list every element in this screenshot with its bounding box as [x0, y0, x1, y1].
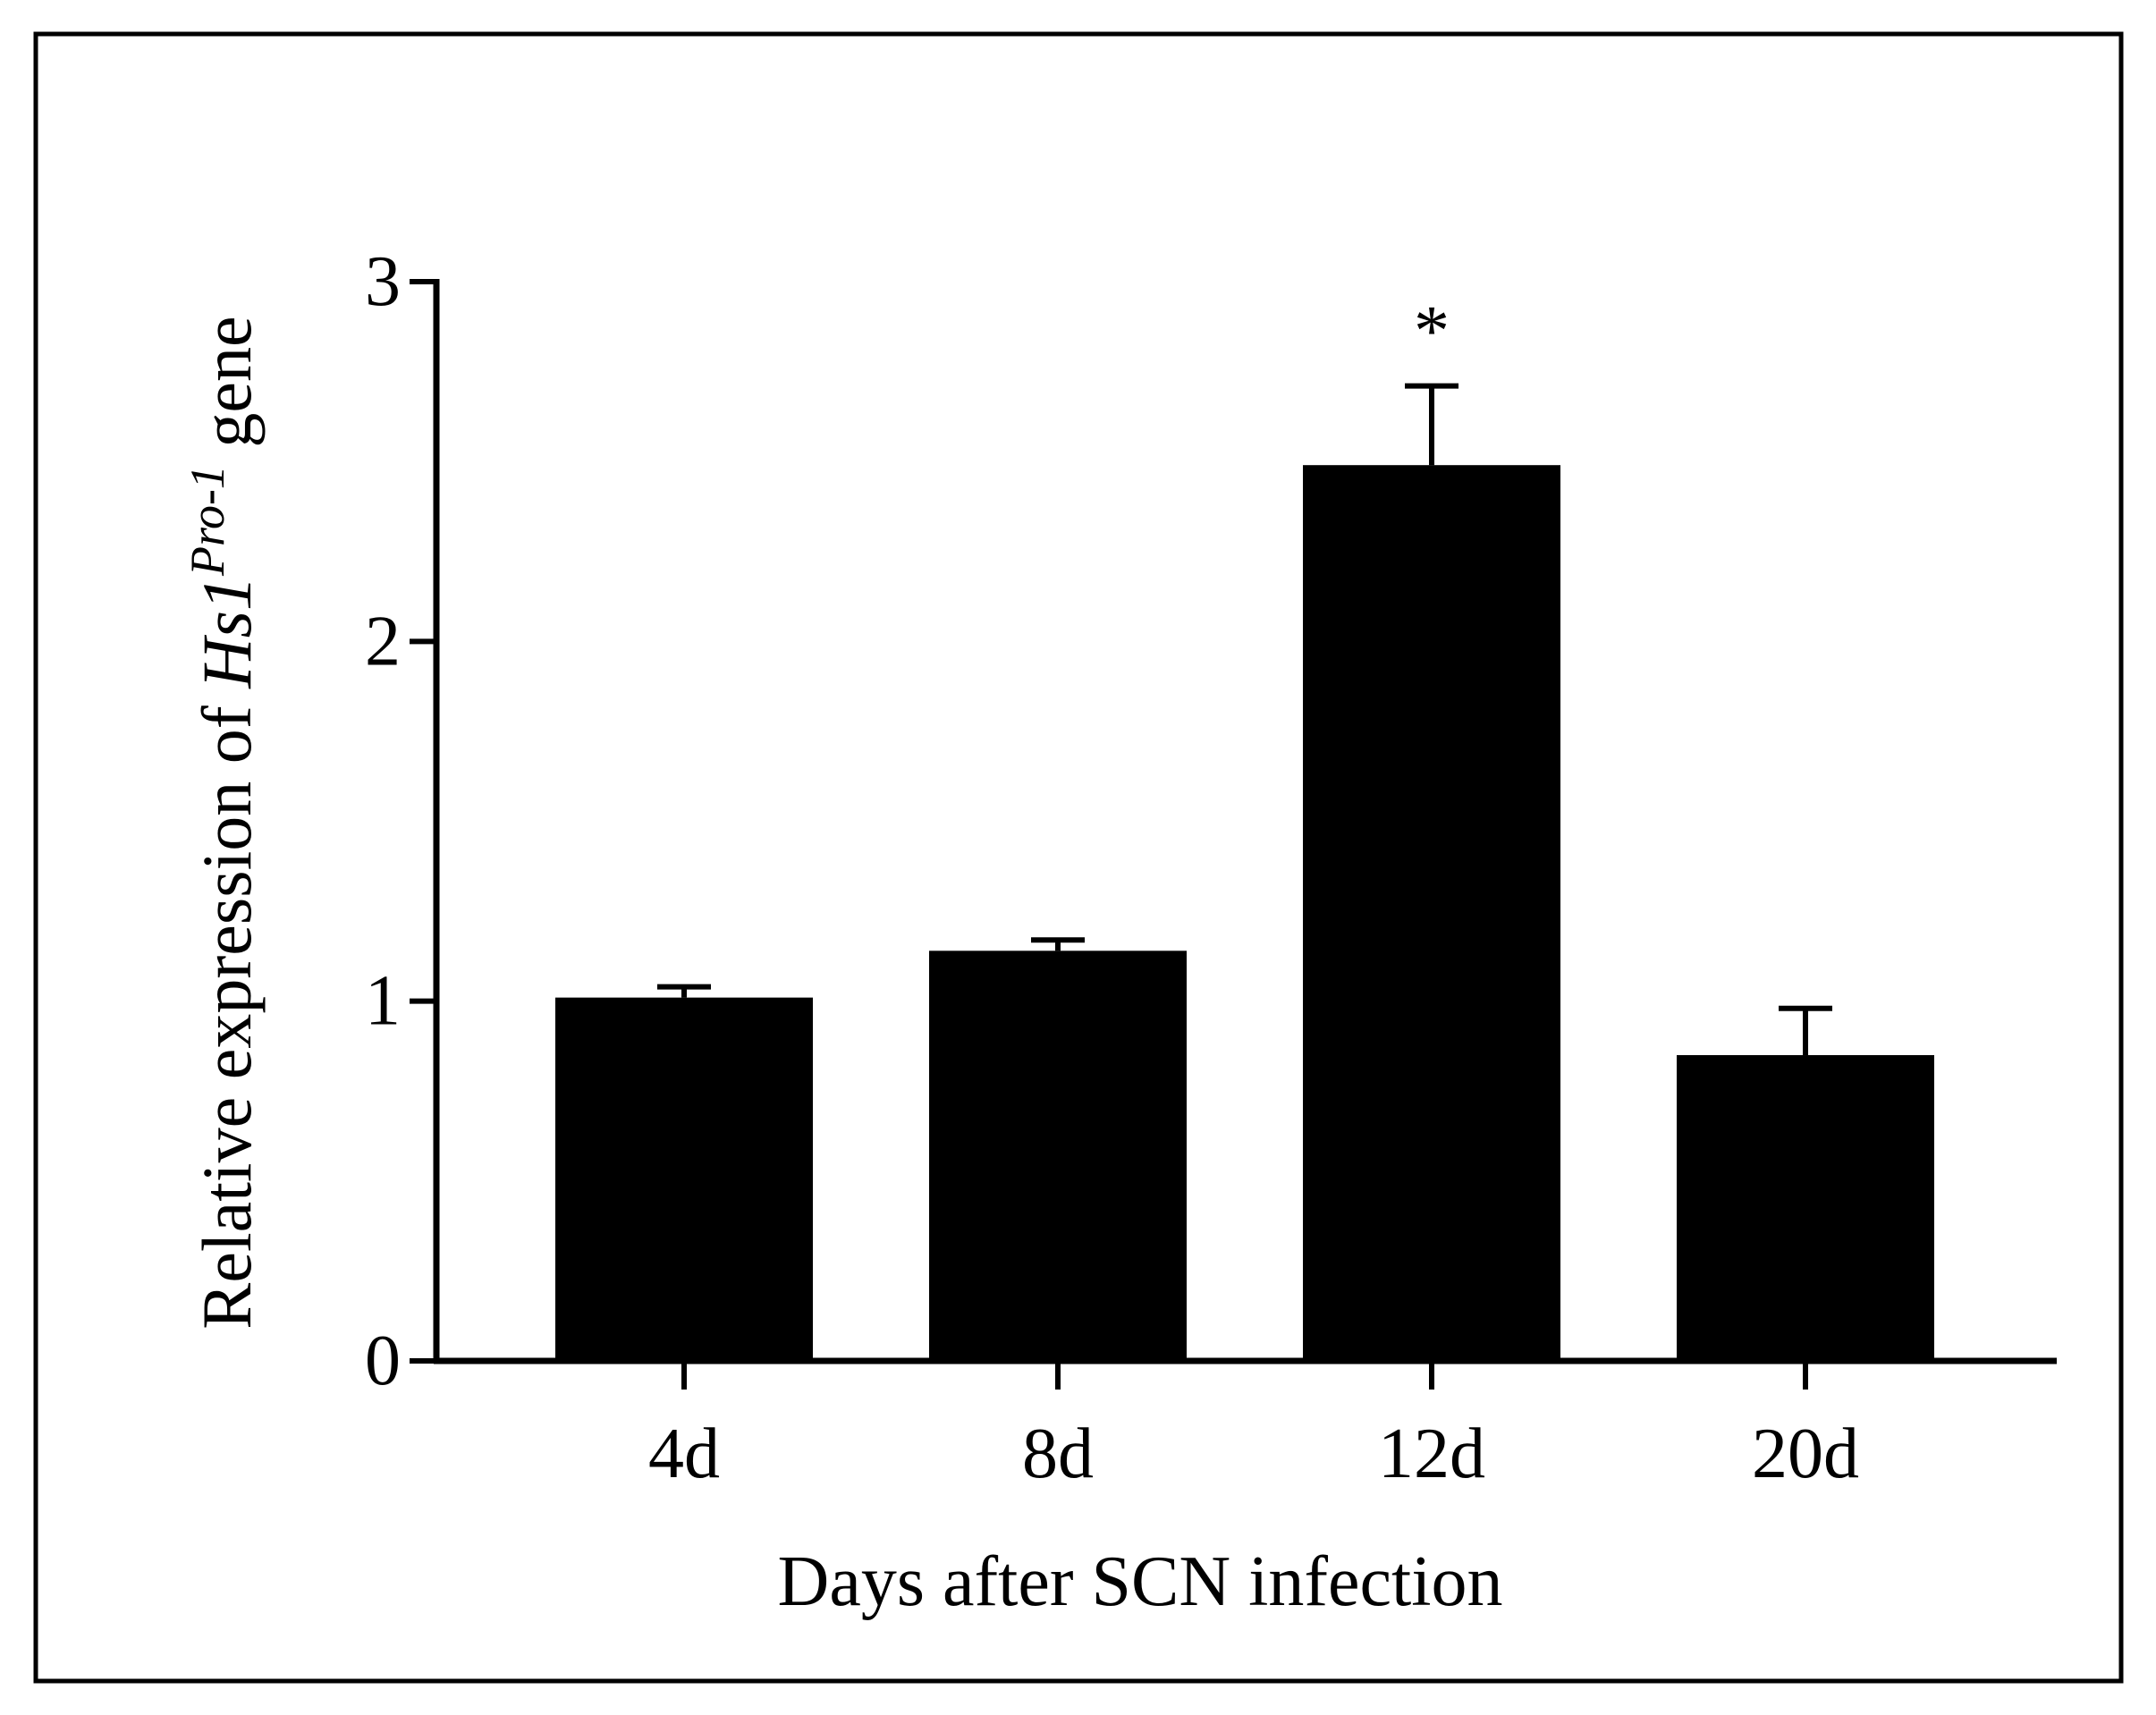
figure-frame	[33, 31, 2124, 1684]
x-axis-label: Days after SCN infection	[778, 1542, 1503, 1621]
plot-area: 0 1 2 3 4d 8d 12d * 20d	[365, 242, 2057, 1493]
bar	[929, 950, 1187, 1361]
x-tick-label: 12d	[1378, 1415, 1485, 1493]
bar	[1677, 1055, 1934, 1361]
x-tick-label: 20d	[1752, 1415, 1859, 1493]
y-tick-label: 2	[365, 602, 401, 680]
y-tick-label: 0	[365, 1322, 401, 1400]
y-axis-label-superscript: Pro-1	[181, 465, 234, 577]
x-tick-label: 8d	[1022, 1415, 1094, 1493]
y-axis-label-suffix: gene	[188, 316, 266, 465]
bar	[1303, 465, 1560, 1361]
y-axis-label-prefix: Relative expression of	[188, 689, 266, 1330]
significance-marker: *	[1414, 292, 1450, 371]
y-axis-label-gene: Hs1	[188, 576, 266, 689]
bar	[555, 997, 813, 1361]
y-axis-label: Relative expression of Hs1Pro-1 gene	[181, 316, 266, 1329]
y-tick-label: 3	[365, 242, 401, 321]
x-tick-label: 4d	[648, 1415, 720, 1493]
y-tick-label: 1	[365, 962, 401, 1041]
